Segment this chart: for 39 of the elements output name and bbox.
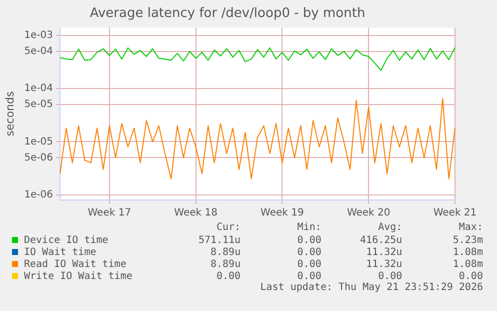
text: 11.32u [365, 246, 402, 258]
text: 571.11u [197, 234, 241, 246]
y-tick-label: 1e-06 [24, 189, 54, 200]
text: 0.00 [296, 234, 322, 246]
y-tick-label: 5e-05 [24, 99, 54, 110]
text: 11.32u [365, 258, 402, 270]
text: 5.23m [452, 234, 483, 246]
text: 8.89u [209, 258, 241, 270]
text: 0.00 [296, 258, 322, 270]
y-tick-label: 1e-04 [24, 83, 54, 94]
legend-label: Read IO Wait time [24, 258, 126, 270]
text: 0.00 [216, 270, 241, 282]
x-tick-label: Week 17 [88, 208, 132, 219]
text: Max: [458, 222, 483, 234]
text: 416.25u [359, 234, 402, 246]
text: 8.89u [209, 246, 241, 258]
y-axis-title: seconds [3, 91, 16, 136]
legend-label: Write IO Wait time [24, 270, 132, 282]
legend-label: IO Wait time [24, 246, 96, 258]
x-tick-label: Week 19 [260, 208, 304, 219]
x-tick-label: Week 18 [174, 208, 218, 219]
text: 0.00 [458, 270, 483, 282]
text: 1.08m [452, 258, 483, 270]
y-tick-label: 5e-04 [24, 46, 54, 57]
text: Cur: [216, 222, 241, 234]
y-tick-label: 1e-05 [24, 136, 54, 148]
text: Avg: [377, 222, 402, 234]
x-tick-label: Week 20 [346, 208, 390, 219]
chart-title: Average latency for /dev/loop0 - by month [90, 6, 366, 22]
text: 0.00 [296, 246, 322, 258]
text: Min: [296, 222, 322, 234]
legend-label: Device IO time [24, 234, 108, 246]
x-tick-label: Week 21 [433, 208, 477, 219]
text: Last update: Thu May 21 23:51:29 2026 [259, 282, 483, 294]
text: 0.00 [377, 270, 402, 282]
y-tick-label: 1e-03 [24, 30, 54, 41]
text: 1.08m [452, 246, 483, 258]
text: 0.00 [296, 270, 322, 282]
y-tick-label: 5e-06 [24, 152, 54, 164]
